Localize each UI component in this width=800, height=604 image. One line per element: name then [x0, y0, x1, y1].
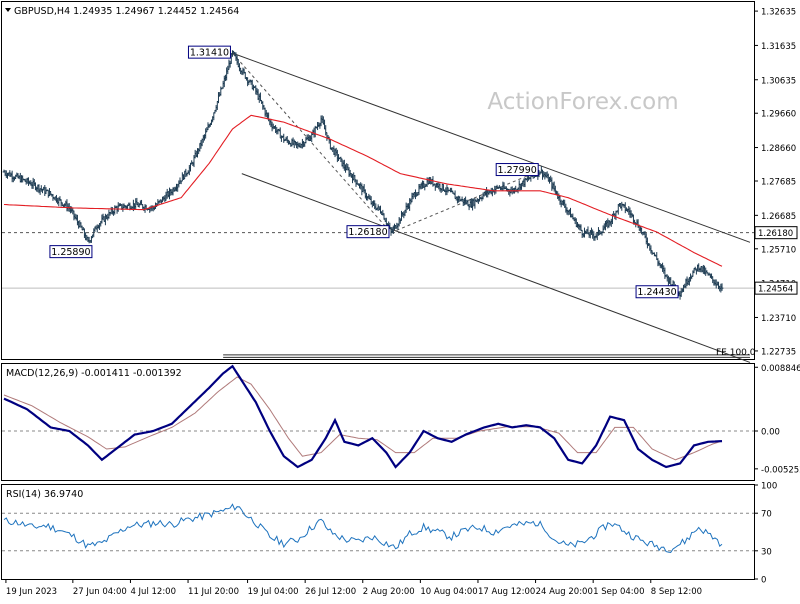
- annotation-label: 1.27990: [498, 165, 537, 176]
- price-annotation: 1.31410: [187, 45, 231, 59]
- rsi-tick-label: 0: [761, 576, 766, 586]
- time-tick-label: 19 Jun 2023: [6, 587, 57, 597]
- rsi-panel: 100 70 30 0 RSI(14) 36.9740: [2, 482, 777, 586]
- time-tick-label: 1 Sep 04:00: [593, 587, 644, 597]
- time-tick-label: 8 Sep 12:00: [651, 587, 702, 597]
- price-tick-label: 1.28660: [761, 144, 796, 154]
- price-annotation: 1.27990: [495, 163, 539, 177]
- price-annotation: 1.26180: [346, 225, 390, 239]
- annotation-label: 1.31410: [190, 48, 229, 59]
- macd-axis: 0.008846 0.00 -0.005252: [754, 364, 800, 475]
- time-tick-label: 19 Jul 04:00: [248, 587, 299, 597]
- rsi-tick-label: 70: [761, 510, 772, 520]
- price-tick-label: 1.27685: [761, 178, 796, 188]
- channel-upper-line: [232, 52, 751, 243]
- price-level-lines: [2, 232, 754, 358]
- rsi-tick-label: 30: [761, 547, 772, 557]
- chart-header: GBPUSD,H4 1.24935 1.24967 1.24452 1.2456…: [14, 6, 239, 17]
- rsi-line: [3, 503, 723, 554]
- annotation-label: 1.26180: [348, 227, 387, 238]
- collapse-triangle-icon: [5, 8, 11, 12]
- macd-panel: 0.008846 0.00 -0.005252 MACD(12,26,9) -0.0…: [2, 364, 800, 475]
- price-tag-label: 1.24564: [758, 285, 793, 295]
- rsi-axis: 100 70 30 0: [754, 482, 777, 586]
- time-tick-label: 17 Aug 12:00: [478, 587, 535, 597]
- time-tick-label: 26 Jul 12:00: [305, 587, 356, 597]
- current-price-tag: 1.24564: [754, 281, 798, 295]
- price-tick-label: 1.23710: [761, 314, 796, 324]
- price-bar: [720, 283, 724, 291]
- retracement-line-1: [232, 52, 392, 234]
- moving-average-line: [3, 114, 723, 267]
- channel-lower-line: [241, 173, 751, 363]
- time-tick-label: 24 Aug 20:00: [536, 587, 593, 597]
- price-tick-label: 1.30635: [761, 76, 796, 86]
- rsi-panel-frame: [1, 484, 755, 580]
- price-tag-label: 1.26180: [758, 229, 793, 239]
- price-annotations: 1.31410 1.25890 1.26180 1.27990 1.24430: [49, 45, 679, 299]
- price-axis: 1.32635 1.31635 1.30635 1.29660 1.28660 1.276…: [754, 8, 798, 357]
- price-tick-label: 1.26685: [761, 212, 796, 222]
- price-tick-label: 1.31635: [761, 42, 796, 52]
- time-tick-label: 2 Aug 20:00: [363, 587, 415, 597]
- macd-panel-frame: [1, 363, 755, 481]
- price-tick-label: 1.22735: [761, 347, 796, 357]
- macd-tick-label: 0.008846: [761, 364, 800, 374]
- time-tick-label: 11 Jul 20:00: [188, 587, 239, 597]
- rsi-level-lines: [2, 512, 754, 552]
- price-tick-label: 1.32635: [761, 8, 796, 18]
- rsi-label: RSI(14) 36.9740: [6, 489, 83, 500]
- price-panel: ActionForex.com 1.31410 1.25890 1.26180 1.2…: [2, 6, 798, 363]
- rsi-tick-label: 100: [761, 482, 777, 492]
- annotation-label: 1.24430: [637, 287, 676, 298]
- price-tick-label: 1.29660: [761, 110, 796, 120]
- price-annotation: 1.24430: [635, 285, 679, 299]
- price-tick-label: 1.25710: [761, 245, 796, 255]
- annotation-label: 1.25890: [51, 247, 90, 258]
- macd-tick-label: -0.005252: [761, 465, 800, 475]
- time-axis: 19 Jun 2023 27 Jun 04:00 4 Jul 12:00 11 Jul…: [5, 579, 702, 597]
- macd-signal-line: [3, 376, 723, 461]
- macd-tick-label: 0.00: [761, 428, 780, 438]
- price-panel-frame: [1, 1, 755, 360]
- time-tick-label: 4 Jul 12:00: [130, 587, 176, 597]
- time-tick-label: 27 Jun 04:00: [73, 587, 127, 597]
- macd-label: MACD(12,26,9) -0.001411 -0.001392: [6, 368, 182, 379]
- level-price-tag: 1.26180: [754, 226, 798, 240]
- price-annotation: 1.25890: [49, 245, 93, 259]
- fe-label: FE 100.0: [716, 348, 756, 358]
- time-tick-label: 10 Aug 04:00: [420, 587, 477, 597]
- watermark: ActionForex.com: [487, 89, 678, 115]
- macd-main-line: [3, 364, 723, 469]
